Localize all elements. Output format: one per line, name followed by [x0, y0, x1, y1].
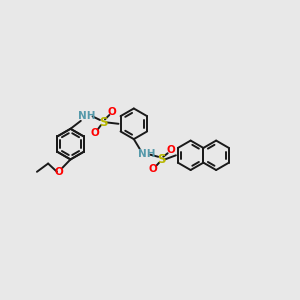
Text: S: S — [99, 116, 107, 129]
Text: O: O — [90, 128, 99, 138]
Text: O: O — [108, 107, 117, 117]
Text: S: S — [157, 153, 165, 166]
Text: O: O — [148, 164, 157, 174]
Text: O: O — [166, 145, 175, 155]
Text: NH: NH — [138, 148, 155, 158]
Text: O: O — [55, 167, 64, 177]
Text: NH: NH — [78, 111, 95, 122]
